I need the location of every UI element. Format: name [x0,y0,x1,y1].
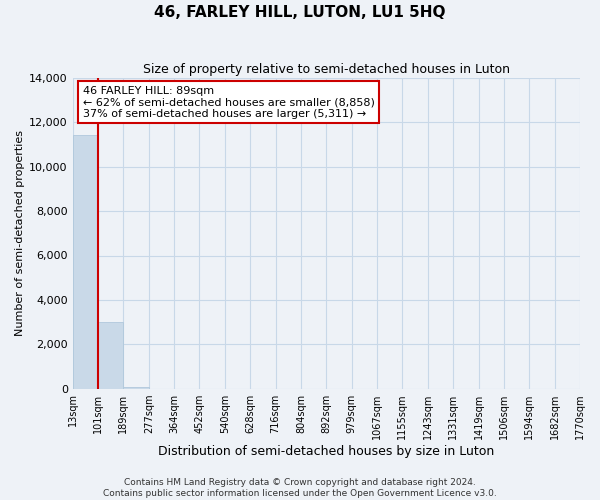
Y-axis label: Number of semi-detached properties: Number of semi-detached properties [15,130,25,336]
Bar [73,134,98,388]
Text: Contains HM Land Registry data © Crown copyright and database right 2024.
Contai: Contains HM Land Registry data © Crown c… [103,478,497,498]
Bar [124,386,149,388]
Title: Size of property relative to semi-detached houses in Luton: Size of property relative to semi-detach… [143,62,510,76]
Text: 46 FARLEY HILL: 89sqm
← 62% of semi-detached houses are smaller (8,858)
37% of s: 46 FARLEY HILL: 89sqm ← 62% of semi-deta… [83,86,374,119]
Bar [98,322,124,388]
Text: 46, FARLEY HILL, LUTON, LU1 5HQ: 46, FARLEY HILL, LUTON, LU1 5HQ [154,5,446,20]
X-axis label: Distribution of semi-detached houses by size in Luton: Distribution of semi-detached houses by … [158,444,494,458]
